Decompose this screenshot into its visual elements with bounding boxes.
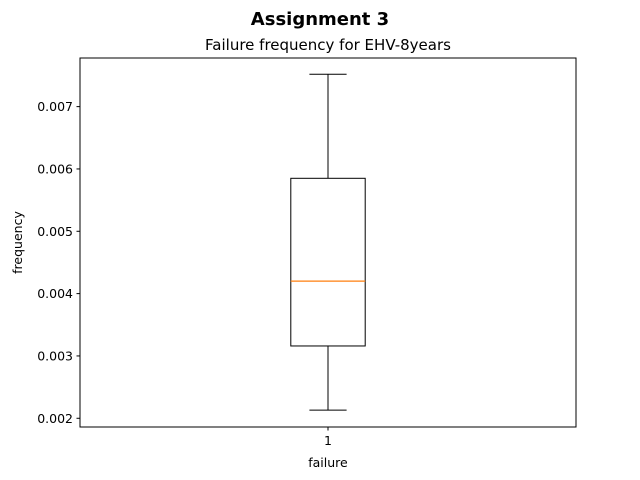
y-tick-label: 0.005 <box>37 224 73 239</box>
y-tick-label: 0.006 <box>37 161 73 176</box>
y-tick-label: 0.007 <box>37 99 73 114</box>
y-axis-label: frequency <box>10 211 25 274</box>
iqr-box <box>290 177 366 347</box>
x-axis: 1 <box>324 427 332 448</box>
y-tick-label: 0.003 <box>37 348 73 363</box>
x-tick-label: 1 <box>324 433 332 448</box>
x-axis-label: failure <box>308 455 348 470</box>
box-series <box>290 73 366 411</box>
chart-title: Failure frequency for EHV-8years <box>205 36 451 54</box>
figure-suptitle: Assignment 3 <box>251 9 389 30</box>
y-tick-label: 0.004 <box>37 286 73 301</box>
y-tick-label: 0.002 <box>37 411 73 426</box>
y-axis: 0.002 0.003 0.004 0.005 0.006 0.007 <box>37 99 80 426</box>
